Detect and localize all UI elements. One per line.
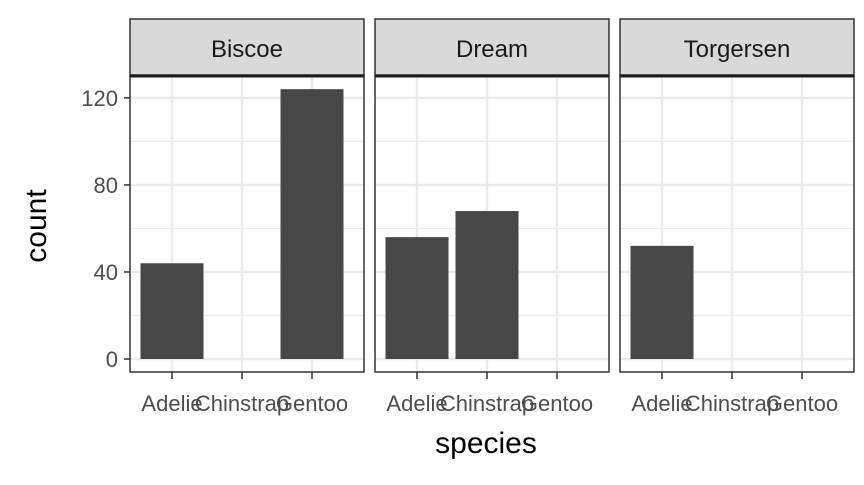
x-tick-label: Adelie [631, 391, 692, 416]
y-tick-label: 80 [94, 173, 118, 198]
facet-strip [374, 18, 610, 76]
x-tick-label: Gentoo [766, 391, 838, 416]
x-tick-label: Gentoo [521, 391, 593, 416]
y-axis-title: count [20, 189, 53, 263]
x-tick-label: Chinstrap [440, 391, 534, 416]
x-tick-label: Adelie [386, 391, 447, 416]
x-tick-label: Adelie [141, 391, 202, 416]
bar-biscoe-gentoo [280, 89, 344, 360]
bar-dream-chinstrap [455, 211, 519, 359]
x-tick-label: Chinstrap [685, 391, 779, 416]
bar-dream-adelie [385, 237, 449, 359]
bar-biscoe-adelie [140, 263, 204, 359]
facet-strip-label: Torgersen [684, 36, 791, 63]
facet-strip [129, 18, 365, 76]
bar-torgersen-adelie [630, 245, 694, 359]
y-tick-label: 120 [81, 86, 118, 111]
facet-strip-label: Biscoe [211, 36, 283, 63]
x-tick-label: Gentoo [276, 391, 348, 416]
y-tick-label: 40 [94, 260, 118, 285]
facet-strip-label: Dream [456, 36, 528, 63]
x-tick-label: Chinstrap [195, 391, 289, 416]
x-axis-title: species [435, 427, 537, 460]
y-tick-label: 0 [106, 347, 118, 372]
